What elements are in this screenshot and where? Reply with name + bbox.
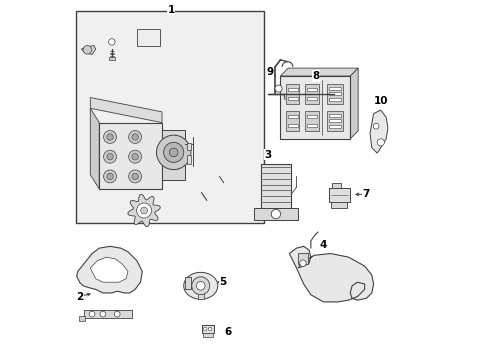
Polygon shape [280, 68, 357, 76]
Circle shape [103, 150, 116, 163]
Bar [287, 97, 297, 100]
Bar [326, 111, 343, 131]
Bar [285, 84, 299, 104]
Bar [137, 30, 160, 45]
Bar [162, 130, 185, 180]
Polygon shape [349, 68, 357, 139]
Bar [187, 143, 191, 149]
Text: 1: 1 [167, 5, 174, 15]
Bar [328, 188, 349, 202]
Circle shape [299, 260, 305, 266]
Text: 3: 3 [264, 150, 271, 160]
Bar [109, 57, 115, 60]
Circle shape [196, 282, 204, 290]
Text: 9: 9 [265, 67, 273, 77]
Text: 2: 2 [76, 292, 83, 302]
Circle shape [169, 148, 178, 157]
Bar [328, 114, 341, 117]
Circle shape [128, 150, 142, 163]
Bar [305, 111, 319, 131]
Circle shape [271, 210, 280, 219]
Polygon shape [369, 110, 387, 153]
Bar [83, 310, 132, 318]
Polygon shape [90, 108, 99, 189]
Bar [260, 164, 290, 209]
Text: 8: 8 [312, 71, 319, 81]
Bar [99, 123, 162, 189]
Circle shape [103, 170, 116, 183]
Text: 5: 5 [219, 277, 226, 287]
Circle shape [100, 311, 105, 317]
Circle shape [191, 277, 209, 295]
Circle shape [132, 153, 138, 160]
Bar [287, 115, 297, 118]
Bar [332, 183, 341, 188]
Circle shape [136, 203, 151, 218]
Circle shape [103, 131, 116, 143]
Circle shape [108, 39, 115, 45]
Polygon shape [128, 194, 160, 227]
Circle shape [132, 134, 138, 140]
Bar [287, 124, 297, 127]
Bar [187, 155, 191, 164]
Ellipse shape [183, 273, 217, 299]
Bar [328, 87, 341, 90]
Circle shape [203, 327, 206, 331]
Bar [198, 294, 203, 300]
Bar [79, 316, 85, 320]
Bar [306, 88, 317, 91]
Polygon shape [90, 98, 162, 123]
Circle shape [128, 170, 142, 183]
Bar [76, 12, 264, 223]
Circle shape [208, 327, 211, 331]
Bar [202, 324, 214, 333]
Circle shape [132, 173, 138, 180]
Circle shape [156, 135, 190, 170]
Bar [328, 98, 341, 101]
Bar [306, 115, 317, 118]
Circle shape [163, 142, 183, 162]
Bar [306, 124, 317, 127]
Bar [328, 93, 341, 95]
Circle shape [141, 207, 147, 214]
Bar [326, 84, 343, 104]
Circle shape [89, 311, 95, 317]
Polygon shape [90, 257, 128, 282]
Circle shape [114, 311, 120, 317]
Bar [328, 125, 341, 128]
Bar [184, 277, 191, 289]
Circle shape [372, 123, 378, 129]
Polygon shape [81, 45, 96, 54]
Text: 4: 4 [319, 239, 326, 249]
Circle shape [83, 45, 92, 54]
Circle shape [274, 85, 282, 92]
Bar [330, 202, 346, 208]
Bar [306, 97, 317, 100]
Polygon shape [77, 246, 142, 293]
Text: 10: 10 [373, 96, 387, 106]
Text: 6: 6 [224, 327, 231, 337]
Bar [287, 88, 297, 91]
Bar [285, 111, 299, 131]
Bar [280, 76, 349, 139]
Bar [297, 253, 308, 264]
Bar [305, 84, 319, 104]
Bar [254, 208, 297, 220]
Polygon shape [289, 246, 373, 302]
Bar [203, 333, 212, 337]
Circle shape [106, 153, 113, 160]
Circle shape [106, 134, 113, 140]
Bar [328, 120, 341, 122]
Text: 7: 7 [362, 189, 369, 199]
Circle shape [106, 173, 113, 180]
Circle shape [128, 131, 142, 143]
Circle shape [376, 139, 384, 146]
